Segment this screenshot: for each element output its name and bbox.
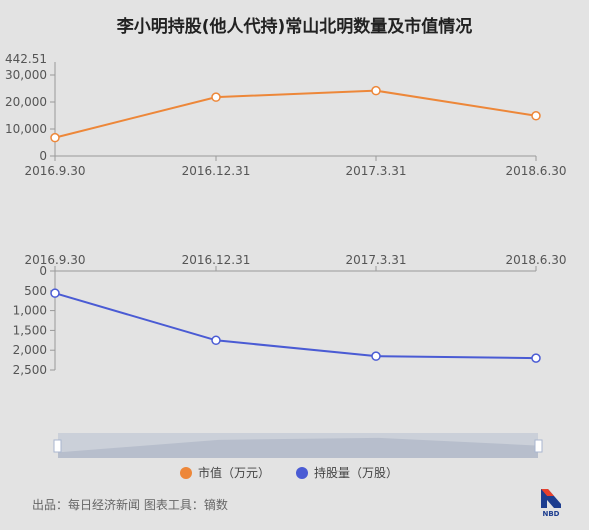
y-tick-label: 0: [39, 264, 47, 278]
x-tick-label: 2017.3.31: [345, 253, 406, 267]
chart-title: 李小明持股(他人代持)常山北明数量及市值情况: [116, 17, 473, 37]
legend-label: 持股量（万股）: [314, 465, 398, 480]
y-tick-label: 1,000: [13, 304, 47, 318]
market-value-point: [531, 111, 541, 121]
x-tick-label: 2018.6.30: [505, 253, 566, 267]
x-tick-label: 2017.3.31: [345, 164, 406, 178]
y-tick-label: 2,500: [13, 363, 47, 377]
market-value-point: [371, 85, 381, 96]
nbd-logo: [541, 489, 561, 508]
zoom-handle-left: [53, 439, 62, 453]
legend-marker: [296, 467, 308, 479]
y-tick-label: 2,000: [13, 343, 47, 357]
x-tick-label: 2016.12.31: [182, 164, 251, 178]
shares-point: [50, 288, 60, 298]
y-tick-label: 500: [24, 284, 47, 298]
market-value-point: [211, 92, 221, 102]
market-value-point: [50, 132, 60, 143]
logo-text: NBD: [542, 510, 560, 518]
y-tick-label: 1,500: [13, 323, 47, 337]
y-tick-label: 30,000: [5, 68, 47, 82]
y-tick-label: 0: [39, 149, 47, 163]
shares-point: [531, 353, 541, 363]
shares-line: [54, 292, 537, 360]
zoom-slider-preview: [58, 437, 538, 458]
x-tick-label: 2018.6.30: [505, 164, 566, 178]
source-credit: 出品：每日经济新闻 图表工具：镝数: [32, 498, 228, 512]
shares-point: [211, 335, 221, 346]
x-tick-label: 2016.9.30: [24, 164, 85, 178]
legend-label: 市值（万元）: [198, 465, 270, 480]
shares-point: [371, 351, 381, 361]
x-tick-label: 2016.12.31: [182, 253, 251, 267]
legend-marker: [180, 467, 192, 479]
y-tick-label: 20,000: [5, 95, 47, 109]
market-value-line: [54, 89, 537, 139]
zoom-handle-right: [534, 439, 543, 453]
y-tick-label: 10,000: [5, 122, 47, 136]
y-max-label: 442.51: [5, 52, 47, 66]
x-tick-label: 2016.9.30: [24, 253, 85, 267]
